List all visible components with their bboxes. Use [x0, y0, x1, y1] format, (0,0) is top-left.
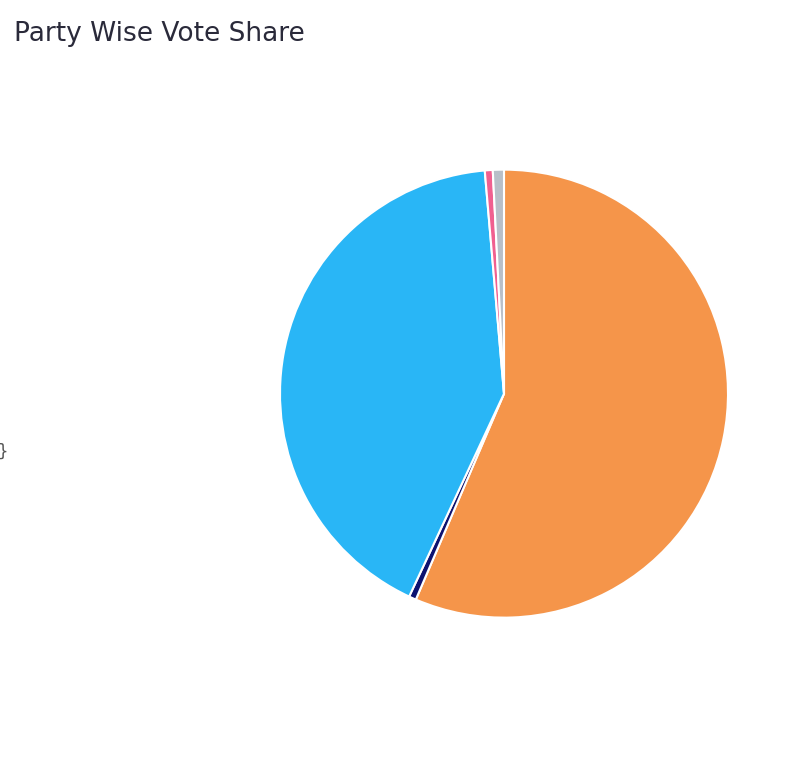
Wedge shape [409, 394, 504, 600]
Wedge shape [416, 170, 728, 618]
Text: Party Wise Vote Share: Party Wise Vote Share [14, 20, 305, 46]
Wedge shape [280, 170, 504, 597]
Wedge shape [493, 170, 504, 394]
Legend: BJP{56.44%}, BSP{0.52%}, INC{41.67%}, NOTA{0.57%}, Others{0.80%}: BJP{56.44%}, BSP{0.52%}, INC{41.67%}, NO… [0, 326, 9, 461]
Wedge shape [485, 170, 504, 394]
